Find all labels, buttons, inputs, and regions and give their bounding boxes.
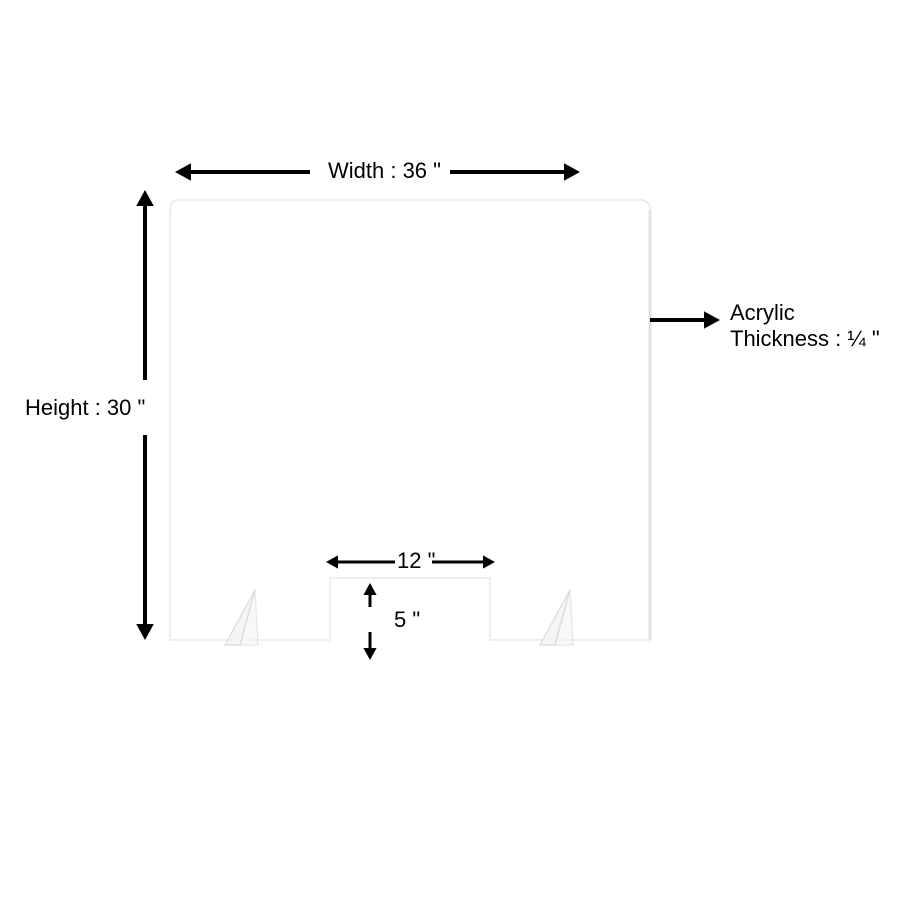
thickness-label-1: Acrylic (730, 300, 795, 326)
cutout-width-label: 12 " (397, 548, 435, 574)
diagram-svg (0, 0, 900, 900)
height-label: Height : 30 " (25, 395, 145, 421)
dimension-diagram: Width : 36 " Height : 30 " 12 " 5 " Acry… (0, 0, 900, 900)
width-label: Width : 36 " (328, 158, 441, 184)
cutout-height-label: 5 " (394, 607, 420, 633)
thickness-label-2: Thickness : ¼ " (730, 326, 880, 352)
